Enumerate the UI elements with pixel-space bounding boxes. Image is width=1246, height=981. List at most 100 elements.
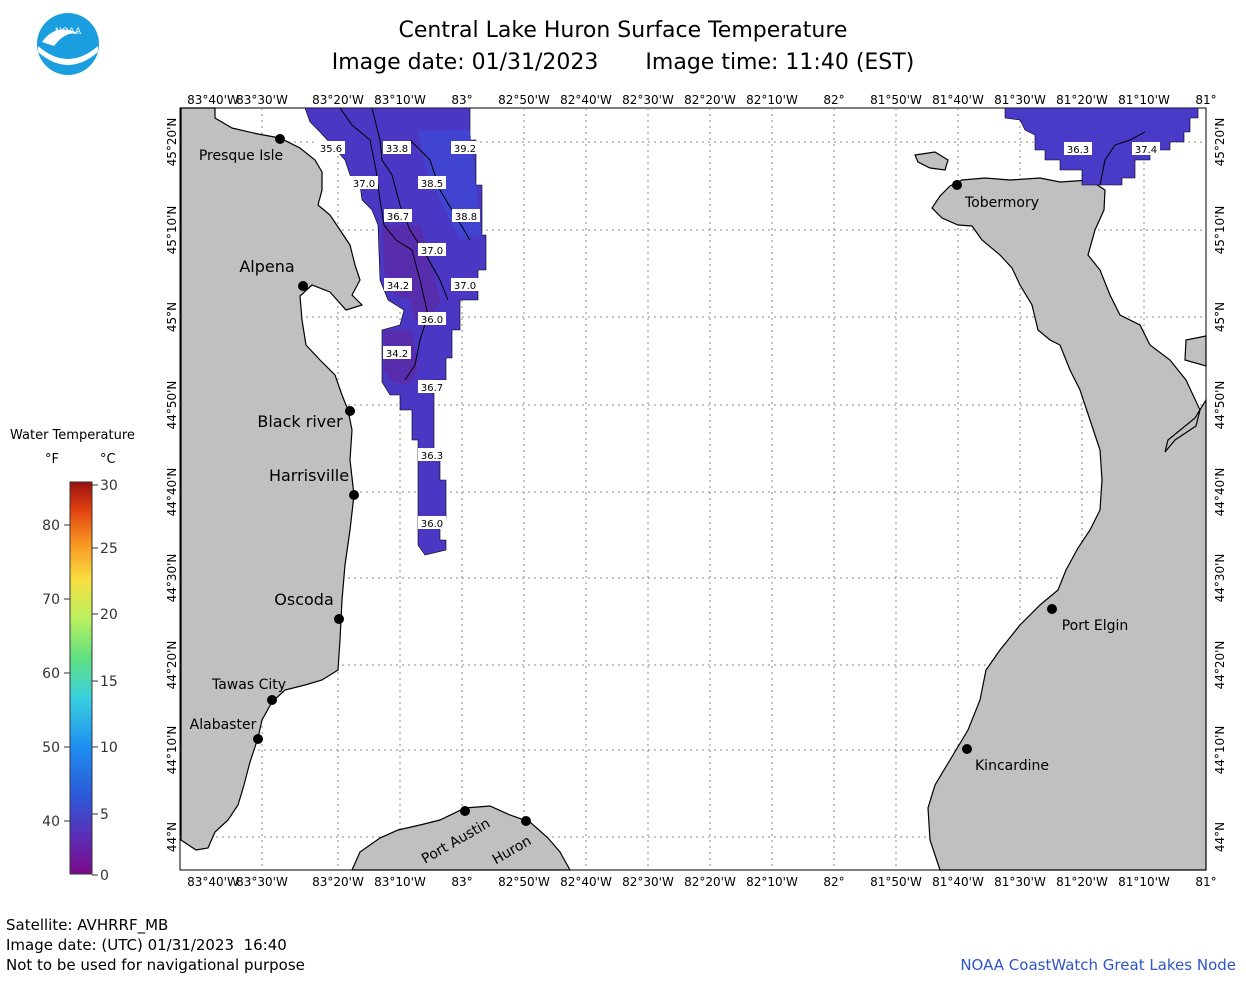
temp-label-box (383, 346, 411, 359)
lat-label-right: 45°N (1213, 302, 1227, 332)
lon-label-top: 83°20'W (312, 93, 364, 107)
temp-label: 37.0 (353, 179, 375, 190)
lon-label-top: 81°40'W (932, 93, 984, 107)
lon-label-bottom: 82°40'W (560, 875, 612, 889)
water-temp-warm-edge (418, 130, 482, 240)
place-label: Alpena (239, 257, 294, 276)
temp-label: 38.8 (455, 212, 477, 223)
lat-label-left: 44°30'N (165, 554, 179, 603)
place-dot (962, 744, 972, 754)
temp-label-box (1132, 142, 1160, 155)
place-dot (1047, 604, 1057, 614)
place-dot (952, 180, 962, 190)
temp-label-box (384, 209, 412, 222)
temp-label-box (418, 312, 446, 325)
longitude-labels-bottom: 83°40'W83°30'W 83°20'W 83°10'W 83° 82°50'W 82… (187, 875, 1216, 889)
island-land (914, 151, 949, 171)
temp-label-box (452, 209, 480, 222)
lon-label-bottom: 83°10'W (374, 875, 426, 889)
place-dot (253, 734, 263, 744)
lon-label-top: 83° (451, 93, 472, 107)
temp-label: 36.0 (421, 315, 443, 326)
place-markers: Presque Isle Alpena Black river Harrisville… (190, 134, 1129, 868)
lon-label-top: 83°10'W (374, 93, 426, 107)
lat-label-left: 44°10'N (165, 726, 179, 775)
logo-text: NOAA (55, 27, 82, 37)
temperature-labels: 35.6 33.8 39.2 37.0 38.5 36.7 38.8 37.0 34.2 37.0… (317, 141, 1160, 530)
ontario-peninsula-tip (1184, 335, 1207, 367)
legend-c-label: 20 (100, 607, 118, 623)
map-title: Central Lake Huron Surface Temperature (398, 18, 848, 43)
temp-label: 35.6 (320, 144, 342, 155)
place-dot (267, 695, 277, 705)
place-label: Kincardine (975, 758, 1049, 774)
temp-label-box (383, 141, 411, 154)
place-label: Black river (257, 412, 343, 431)
lat-label-right: 44°20'N (1213, 641, 1227, 690)
lon-label-bottom: 81°50'W (870, 875, 922, 889)
lon-label-bottom: 81° (1195, 875, 1216, 889)
latitude-labels-left: 45°20'N 45°10'N 45°N 44°50'N 44°40'N 44°30'N 4… (165, 118, 179, 853)
lat-label-left: 44°20'N (165, 641, 179, 690)
lon-label-top: 83°40'W (187, 93, 239, 107)
lon-label-top: 82°50'W (498, 93, 550, 107)
lat-label-right: 44°N (1213, 822, 1227, 852)
isotherms (339, 107, 1146, 381)
legend-c-label: 5 (100, 807, 109, 823)
lon-label-top: 81°20'W (1056, 93, 1108, 107)
place-label: Tawas City (211, 677, 286, 693)
lon-label-bottom: 83°40'W (187, 875, 239, 889)
lat-label-right: 44°10'N (1213, 726, 1227, 775)
lat-label-left: 44°40'N (165, 468, 179, 517)
temp-label-box (418, 380, 446, 393)
lon-label-bottom: 82° (823, 875, 844, 889)
lon-label-bottom: 81°10'W (1118, 875, 1170, 889)
temp-label: 34.2 (386, 349, 408, 360)
lon-label-bottom: 83°30'W (236, 875, 288, 889)
lon-label-bottom: 81°30'W (994, 875, 1046, 889)
footer-disclaimer: Not to be used for navigational purpose (6, 956, 305, 974)
place-dot (334, 614, 344, 624)
lon-label-bottom: 83° (451, 875, 472, 889)
place-label: Huron (490, 833, 535, 868)
place-label: Alabaster (190, 717, 257, 733)
temp-label-box (418, 243, 446, 256)
lon-label-bottom: 82°20'W (684, 875, 736, 889)
lon-label-bottom: 82°30'W (622, 875, 674, 889)
place-dot (349, 490, 359, 500)
temp-label: 33.8 (386, 144, 408, 155)
lon-label-top: 82°40'W (560, 93, 612, 107)
lon-label-bottom: 81°40'W (932, 875, 984, 889)
lat-label-left: 44°50'N (165, 381, 179, 430)
latitude-labels-right: 45°20'N 45°10'N 45°N 44°50'N 44°40'N 44°30'N 4… (1213, 118, 1227, 853)
place-label: Port Elgin (1062, 618, 1129, 634)
ontario-land (927, 177, 1207, 871)
lon-label-top: 82° (823, 93, 844, 107)
footer-credit: NOAA CoastWatch Great Lakes Node (960, 956, 1236, 974)
legend-f-label: 70 (42, 592, 60, 608)
place-dot (460, 806, 470, 816)
legend-title: Water Temperature (10, 428, 135, 443)
temp-label-box (1064, 142, 1092, 155)
temp-label-box (418, 516, 446, 529)
water-temp-plume-east (1004, 107, 1199, 186)
place-dot (521, 816, 531, 826)
place-label: Oscoda (274, 590, 333, 609)
place-label: Port Austin (419, 816, 493, 868)
temp-label: 37.0 (421, 246, 443, 257)
temp-label: 38.5 (421, 179, 443, 190)
legend-c-label: 10 (100, 740, 118, 756)
lat-label-right: 45°20'N (1213, 118, 1227, 167)
michigan-land (180, 107, 364, 851)
water-temp-plume-west (304, 107, 487, 556)
place-label: Tobermory (964, 195, 1039, 211)
legend-f-label: 60 (42, 666, 60, 682)
place-dot (275, 134, 285, 144)
legend-c-label: 25 (100, 541, 118, 557)
lon-label-bottom: 81°20'W (1056, 875, 1108, 889)
lon-label-bottom: 83°20'W (312, 875, 364, 889)
lon-label-top: 83°30'W (236, 93, 288, 107)
place-label: Presque Isle (199, 148, 283, 164)
lat-label-right: 44°30'N (1213, 554, 1227, 603)
